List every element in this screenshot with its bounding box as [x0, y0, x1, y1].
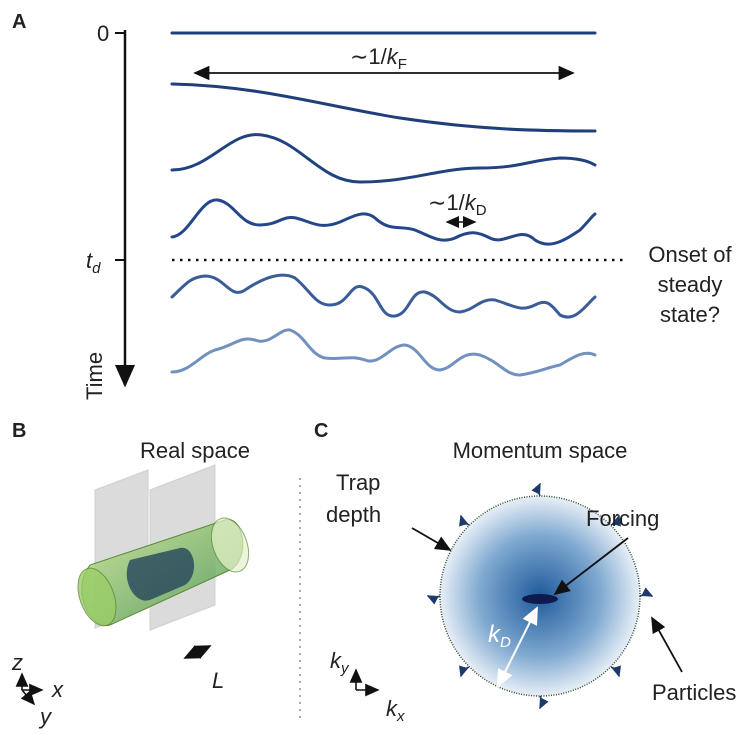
forcing-spot: [522, 594, 558, 604]
text-part: y: [340, 660, 350, 677]
particles-label: Particles: [652, 680, 736, 705]
axis-label: ky: [330, 648, 350, 677]
axis-label: kx: [386, 696, 405, 725]
escaping-particles: [426, 482, 654, 710]
text-part: x: [396, 708, 405, 725]
onset-label: steady: [658, 272, 723, 297]
wave: [170, 82, 597, 133]
k-axes-icon: [349, 668, 380, 697]
text-part: k: [387, 44, 399, 69]
text-part: D: [500, 634, 511, 651]
tick-label: 0: [97, 21, 109, 46]
text-part: t: [86, 248, 93, 273]
kd-arrow: [497, 606, 538, 688]
text-part: d: [92, 260, 101, 277]
trap-label: depth: [326, 502, 381, 527]
panel-title: Momentum space: [453, 438, 628, 463]
length-label: L: [212, 668, 224, 693]
text-part: ∼1/: [350, 44, 388, 69]
wave: [170, 133, 597, 184]
text-part: k: [386, 696, 398, 721]
onset-label: Onset of: [648, 242, 732, 267]
wave: [170, 273, 597, 319]
panel-label: C: [314, 420, 328, 442]
wave: [170, 198, 597, 246]
kd-label: kD: [488, 621, 511, 651]
axis-title: Time: [82, 352, 107, 400]
axis-label: z: [11, 650, 23, 675]
text-part: F: [398, 56, 407, 73]
panel-title: Real space: [140, 438, 250, 463]
text-part: ∼1/: [428, 190, 466, 215]
pointer: [553, 537, 629, 596]
text-part: k: [488, 621, 502, 648]
text-part: k: [465, 190, 477, 215]
text-part: k: [330, 648, 342, 673]
text-part: D: [476, 202, 487, 219]
axes-icon: [15, 672, 44, 706]
trap-drawing: [77, 464, 250, 659]
pointer: [651, 616, 683, 673]
scale-label: ∼1/kF: [350, 44, 407, 73]
scale-label: ∼1/kD: [428, 190, 487, 219]
wave: [170, 328, 597, 377]
tick-label: td: [86, 248, 101, 277]
forcing-label: Forcing: [586, 506, 659, 531]
pointer: [411, 527, 452, 551]
trap-label: Trap: [336, 470, 380, 495]
axis-label: x: [51, 677, 64, 702]
panel-label: B: [12, 420, 26, 442]
onset-label: state?: [660, 302, 720, 327]
axis-label: y: [38, 704, 53, 729]
panel-label: A: [12, 11, 26, 33]
